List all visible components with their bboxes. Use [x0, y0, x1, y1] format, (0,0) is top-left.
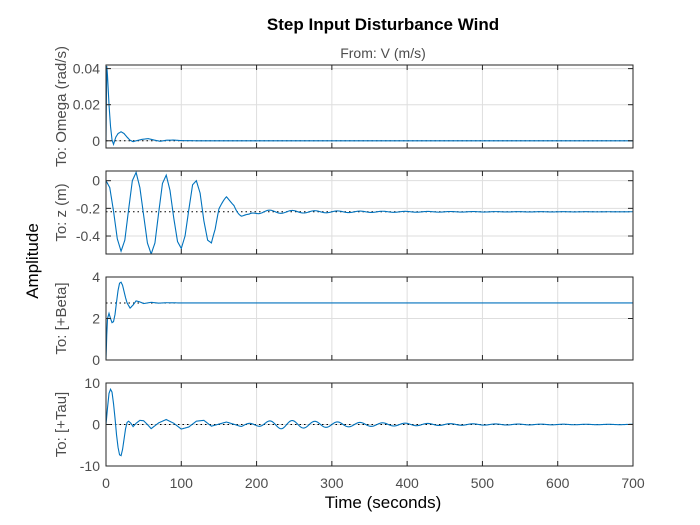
- subplot-4: 10 0 -10 To: [+Tau]: [53, 375, 634, 474]
- axes-box: [105, 64, 634, 149]
- subplot-y-label: To: [+Tau]: [53, 392, 70, 457]
- x-tick-label: 100: [170, 475, 194, 491]
- y-tick-label: 0.02: [73, 97, 100, 113]
- x-tick-label: 200: [245, 475, 269, 491]
- y-tick-label: 2: [92, 311, 100, 327]
- subplot-y-label: To: [+Beta]: [53, 282, 70, 354]
- y-tick-label: 10: [84, 375, 100, 391]
- y-tick-label: 4: [92, 269, 100, 285]
- x-tick-label: 600: [546, 475, 570, 491]
- chart-subtitle: From: V (m/s): [340, 45, 426, 61]
- subplot-3: 0 2 4 To: [+Beta]: [53, 269, 634, 368]
- response-line: [105, 387, 634, 457]
- subplot-y-label: To: z (m): [53, 183, 70, 241]
- axes-box: [105, 170, 634, 255]
- subplot-y-label: To: Omega (rad/s): [53, 46, 70, 167]
- y-tick-label: 0: [92, 352, 100, 368]
- y-tick-label: 0: [92, 417, 100, 433]
- x-tick-label: 500: [471, 475, 495, 491]
- x-tick-label: 0: [102, 475, 110, 491]
- x-tick-label: 700: [621, 475, 645, 491]
- y-tick-label: 0.04: [73, 61, 100, 77]
- response-line: [105, 281, 633, 360]
- response-line: [105, 65, 633, 147]
- response-line: [105, 170, 633, 254]
- subplot-2: 0 -0.2 -0.4 To: z (m): [53, 170, 634, 255]
- y-tick-label: 0: [92, 173, 100, 189]
- chart-title: Step Input Disturbance Wind: [267, 15, 499, 34]
- x-axis-label: Time (seconds): [325, 493, 442, 512]
- y-tick-label: 0: [92, 133, 100, 149]
- y-tick-label: -0.2: [76, 200, 100, 216]
- x-tick-label: 300: [320, 475, 344, 491]
- x-tick-label: 400: [395, 475, 419, 491]
- y-tick-label: -0.4: [76, 228, 100, 244]
- y-tick-label: -10: [80, 458, 100, 474]
- y-axis-label: Amplitude: [23, 223, 42, 299]
